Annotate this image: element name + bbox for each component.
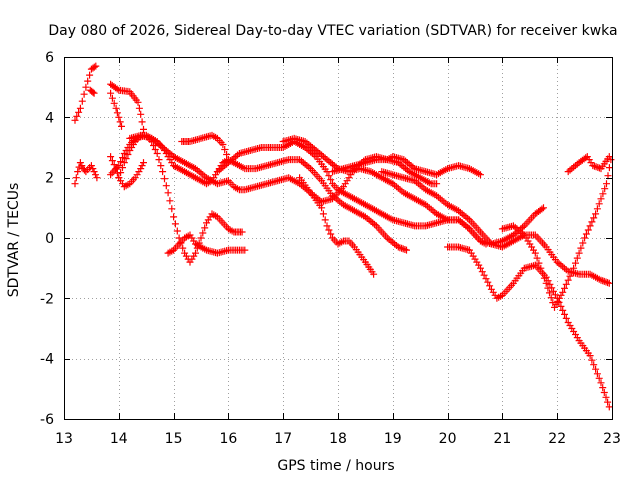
x-tick-label: 19: [384, 431, 402, 447]
x-tick-label: 17: [274, 431, 292, 447]
series-arc-15: [329, 153, 484, 179]
series-arc-9: [126, 131, 378, 278]
series-arc-2: [71, 62, 100, 124]
x-tick-label: 14: [110, 431, 128, 447]
series-arc-19: [564, 153, 613, 176]
series-markers: [498, 156, 615, 311]
series-arc-1: [71, 159, 101, 188]
y-tick-label: -4: [40, 352, 54, 368]
series-markers: [71, 159, 101, 188]
series-arc-17: [444, 243, 613, 411]
y-axis-label: SDTVAR / TECUs: [6, 183, 22, 298]
x-tick-label: 21: [493, 431, 511, 447]
series-arc-10: [164, 231, 249, 257]
series-arc-18: [498, 156, 615, 311]
series-markers: [564, 153, 613, 176]
series-markers: [107, 80, 147, 133]
x-tick-label: 13: [55, 431, 73, 447]
x-tick-label: 15: [165, 431, 183, 447]
series-arc-5: [107, 89, 125, 130]
series-arc-4: [107, 80, 147, 133]
series-markers: [444, 243, 613, 411]
series-markers: [71, 62, 100, 124]
y-tick-label: 0: [45, 231, 54, 247]
series-markers: [86, 86, 98, 97]
y-tick-label: 2: [45, 171, 54, 187]
y-tick-label: 6: [45, 50, 54, 66]
y-tick-label: 4: [45, 110, 54, 126]
series-arc-3: [86, 86, 98, 97]
y-tick-label: -2: [40, 291, 54, 307]
x-tick-label: 16: [219, 431, 237, 447]
series-markers: [164, 231, 249, 257]
axis-ticks: 13 14 15 16 17 18 19 20 21 22 23 -6 -4 -2 0 2 4 6: [40, 50, 621, 447]
chart-title: Day 080 of 2026, Sidereal Day-to-day VTE…: [48, 23, 617, 39]
x-tick-label: 23: [603, 431, 621, 447]
x-tick-label: 22: [548, 431, 566, 447]
series-markers: [378, 168, 613, 287]
data-points: [71, 62, 615, 411]
x-tick-label: 18: [329, 431, 347, 447]
series-arc-16: [378, 168, 613, 287]
x-axis-label: GPS time / hours: [277, 458, 394, 474]
series-markers: [126, 131, 378, 278]
series-markers: [107, 89, 125, 130]
y-tick-label: -6: [40, 412, 54, 428]
series-markers: [329, 153, 484, 179]
x-tick-label: 20: [439, 431, 457, 447]
